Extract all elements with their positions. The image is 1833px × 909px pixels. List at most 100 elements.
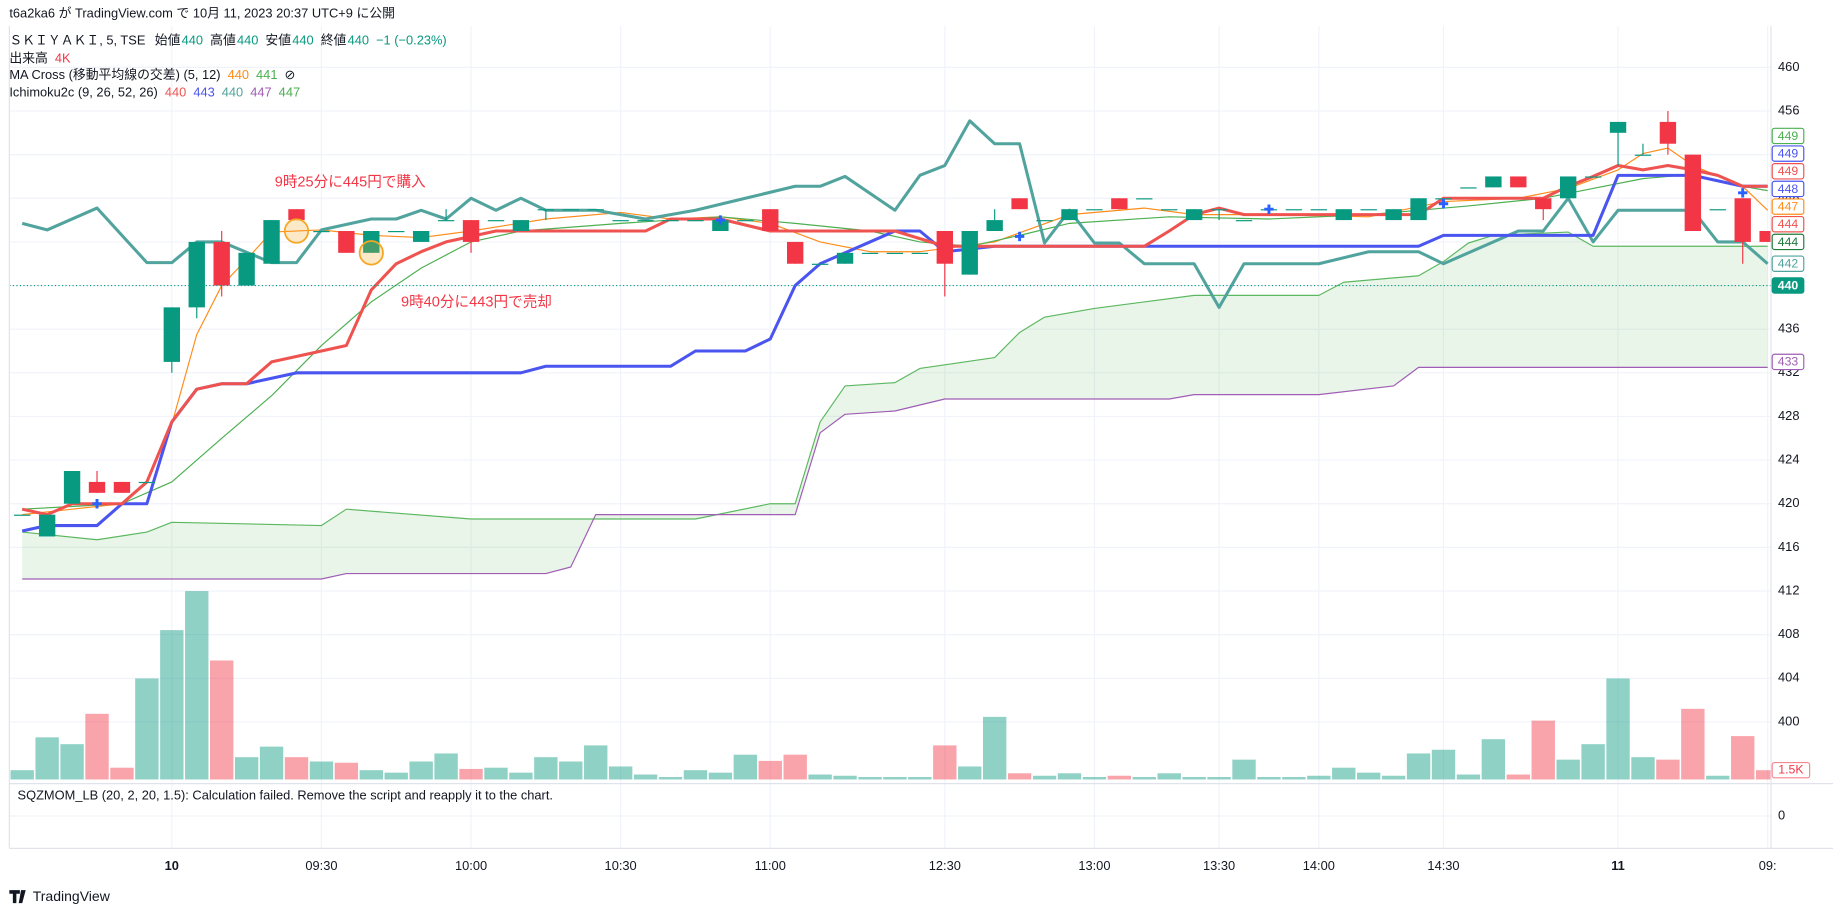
x-tick-label: 13:00 bbox=[1078, 858, 1110, 873]
volume-tag-label: 1.5K bbox=[1778, 762, 1804, 776]
volume-tag bbox=[1771, 761, 1811, 779]
candle-body bbox=[787, 241, 804, 264]
volume-bar bbox=[484, 767, 508, 780]
candle-body bbox=[238, 252, 255, 286]
x-tick-label: 11 bbox=[1611, 858, 1625, 873]
candle-body bbox=[986, 220, 1003, 231]
candle-body bbox=[1136, 198, 1153, 200]
candle-body bbox=[1659, 121, 1677, 144]
price-tag-label: 433 bbox=[1778, 355, 1799, 369]
candle-body bbox=[1185, 209, 1203, 221]
legend-text: 440 bbox=[165, 84, 186, 99]
volume-bar bbox=[409, 761, 433, 780]
price-tag-label: 449 bbox=[1778, 129, 1799, 143]
volume-bar bbox=[1082, 777, 1107, 780]
x-tick-label: 10 bbox=[165, 858, 179, 873]
legend-text: 出来高 bbox=[9, 50, 48, 65]
volume-bar bbox=[1207, 777, 1231, 780]
y-tick-label: 404 bbox=[1778, 670, 1799, 685]
volume-bar bbox=[35, 737, 59, 780]
price-tag bbox=[1771, 198, 1805, 215]
candle-body bbox=[1360, 209, 1377, 211]
candle-body bbox=[1335, 209, 1352, 221]
indicator-line bbox=[22, 147, 1769, 516]
volume-bar bbox=[10, 770, 34, 780]
candle-body bbox=[537, 209, 555, 211]
volume-bar bbox=[1232, 759, 1256, 780]
volume-bar bbox=[1581, 744, 1605, 780]
legend-text: 440 bbox=[182, 33, 203, 48]
y-tick-label: 0 bbox=[1778, 807, 1785, 822]
candle-body bbox=[1460, 187, 1477, 189]
candle-body bbox=[1235, 220, 1253, 222]
volume-bar bbox=[1182, 777, 1206, 780]
volume-bar bbox=[1307, 775, 1331, 780]
candle-body bbox=[1086, 209, 1103, 211]
volume-bar bbox=[1656, 759, 1680, 780]
cross-marker bbox=[1438, 199, 1449, 209]
candle-body bbox=[1161, 209, 1178, 211]
candle-body bbox=[836, 252, 854, 264]
price-tag-label: 447 bbox=[1778, 199, 1799, 213]
volume-bar bbox=[958, 766, 982, 780]
indicator-line bbox=[21, 119, 1769, 309]
legend-text: 441 bbox=[256, 67, 277, 82]
published-note: t6a2ka6 が TradingView.com で 10月 11, 2023… bbox=[9, 6, 395, 21]
candle-body bbox=[1485, 176, 1502, 188]
ichimoku-cloud bbox=[22, 232, 1768, 580]
candle-body bbox=[1111, 198, 1128, 210]
indicator-line bbox=[22, 231, 1768, 541]
volume-bar bbox=[982, 716, 1007, 780]
volume-bar bbox=[1257, 777, 1281, 780]
volume-bar bbox=[1531, 720, 1555, 780]
legend-text: Ichimoku2c (9, 26, 52, 26) bbox=[9, 84, 158, 99]
indicator-line bbox=[21, 164, 1768, 517]
candle-body bbox=[1310, 209, 1328, 211]
cross-marker bbox=[1738, 188, 1748, 198]
volume-bar bbox=[1755, 770, 1772, 780]
cross-marker bbox=[715, 215, 726, 225]
candle-body bbox=[1435, 198, 1452, 200]
volume-bar bbox=[1007, 773, 1032, 780]
volume-bar bbox=[1481, 739, 1506, 780]
volume-bar bbox=[633, 774, 658, 780]
y-tick-label: 436 bbox=[1778, 321, 1799, 336]
candle-body bbox=[1385, 209, 1402, 221]
x-tick-label: 14:30 bbox=[1427, 858, 1459, 873]
legend-text: 440 bbox=[237, 33, 258, 48]
volume-bar bbox=[359, 770, 383, 780]
candle-body bbox=[1734, 198, 1751, 242]
legend-text: 447 bbox=[279, 84, 300, 99]
legend-text: ＳＫＩＹＡＫＩ, 5, TSE bbox=[9, 33, 145, 48]
candle-body bbox=[14, 514, 31, 516]
y-tick-label: 420 bbox=[1778, 495, 1799, 510]
volume-bar bbox=[160, 630, 184, 780]
volume-bar bbox=[459, 768, 483, 780]
x-tick-label: 09:30 bbox=[305, 858, 337, 873]
candle-body bbox=[1559, 176, 1577, 199]
volume-bar bbox=[608, 766, 633, 780]
volume-bar bbox=[210, 660, 234, 780]
volume-bar bbox=[1681, 708, 1705, 780]
cross-marker bbox=[1264, 204, 1274, 214]
volume-bar bbox=[1282, 777, 1306, 780]
candle-body bbox=[437, 220, 455, 222]
volume-bar bbox=[1631, 757, 1655, 780]
candle-body bbox=[1709, 209, 1726, 211]
volume-bar bbox=[60, 744, 84, 780]
candle-body bbox=[412, 230, 430, 242]
legend-text: 447 bbox=[250, 84, 271, 99]
candle-body bbox=[1410, 198, 1427, 221]
trade-marker bbox=[358, 240, 384, 266]
candle-body bbox=[263, 220, 280, 264]
volume-bar bbox=[1132, 777, 1156, 780]
volume-bar bbox=[259, 746, 284, 780]
candle-body bbox=[861, 252, 879, 254]
footer: TradingView bbox=[9, 888, 111, 904]
candle-body bbox=[1510, 176, 1527, 188]
candle-body bbox=[1584, 176, 1602, 178]
y-tick-label: 460 bbox=[1778, 59, 1799, 74]
candle-body bbox=[1285, 209, 1303, 211]
candle-body bbox=[1634, 154, 1652, 156]
